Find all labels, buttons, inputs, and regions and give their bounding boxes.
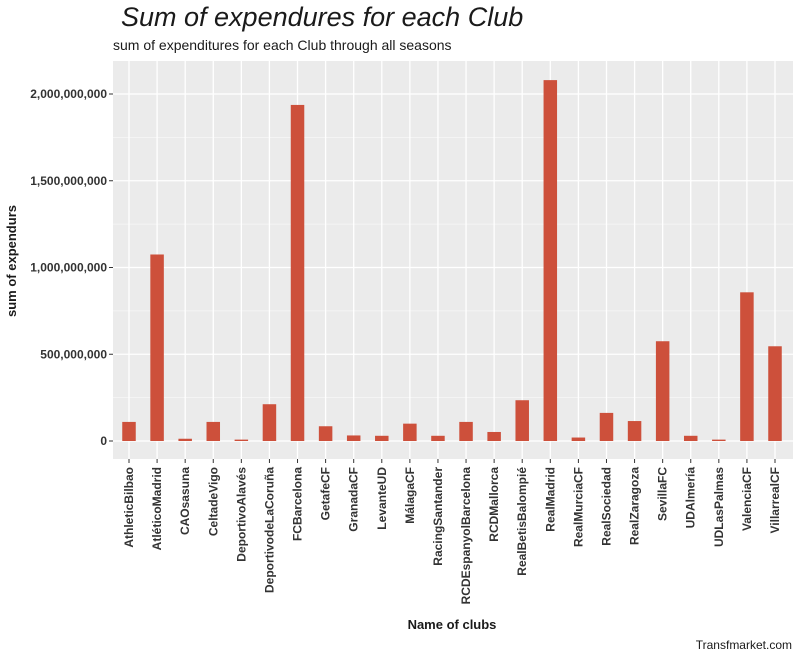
x-tick-label: RCDEspanyolBarcelona [459,467,473,605]
x-tick-label: LevanteUD [375,467,389,530]
bar [262,404,277,441]
bar [543,80,558,442]
x-tick-label: RacingSantander [431,467,445,566]
bar [571,437,586,441]
x-tick-label: DeportivodeLaCoruña [262,467,276,593]
bar [487,431,501,441]
x-tick-label: UDAlmería [684,467,698,529]
bar [768,346,782,441]
bar [599,412,614,441]
bar [206,421,221,441]
y-tick-label: 500,000,000 [40,347,107,361]
bar [122,421,136,441]
x-tick-label: MálagaCF [403,467,417,524]
x-tick-label: GetafeCF [319,467,333,520]
x-tick-label: GranadaCF [347,467,361,532]
x-axis: AthleticBilbao AtléticoMadrid CAOsasuna Cel… [122,459,782,604]
x-tick-label: ValenciaCF [740,467,754,531]
bar [178,438,192,441]
bar [346,435,361,441]
y-axis-title: sum of expendurs [4,205,19,317]
bar [683,435,698,441]
x-tick-label: RealZaragoza [628,467,642,545]
y-tick-label: 1,000,000,000 [30,261,107,275]
bars [122,80,782,442]
plot-panel [113,61,793,459]
x-tick-label: VillarrealCF [768,467,782,533]
y-tick-label: 1,500,000,000 [30,174,107,188]
bar [150,254,164,441]
x-tick-label: AthleticBilbao [122,467,136,548]
bar [318,426,333,441]
x-tick-label: CAOsasuna [178,467,192,535]
x-tick-label: RealBetisBalompié [515,467,529,576]
x-tick-label: DeportivoAlavés [234,467,248,562]
x-tick-label: CeltadeVigo [206,467,220,536]
x-tick-label: AtléticoMadrid [150,467,164,550]
bar [290,104,305,442]
x-tick-label: SevillaFC [656,467,670,521]
chart-title: Sum of expendures for each Club [121,2,524,32]
y-tick-label: 2,000,000,000 [30,87,107,101]
y-axis: 0 500,000,000 1,000,000,000 1,500,000,000 2,… [30,87,113,448]
bar [655,341,670,441]
x-tick-label: UDLasPalmas [712,467,726,547]
chart-subtitle: sum of expenditures for each Club throug… [113,37,452,53]
x-axis-title: Name of clubs [408,617,497,632]
x-tick-label: RealMadrid [543,467,557,532]
bar [459,421,473,441]
bar [712,439,726,441]
bar [375,435,389,441]
bar [431,435,445,441]
bar [627,421,642,441]
bar [403,423,417,441]
x-tick-label: RCDMallorca [487,467,501,542]
y-tick-label: 0 [100,434,107,448]
bar [740,292,754,441]
x-tick-label: FCBarcelona [291,467,305,541]
bar [234,439,249,441]
chart-caption: Transfmarket.com [695,638,792,652]
x-tick-label: RealSociedad [599,467,613,546]
x-tick-label: RealMurciaCF [571,467,585,547]
bar [515,400,529,441]
